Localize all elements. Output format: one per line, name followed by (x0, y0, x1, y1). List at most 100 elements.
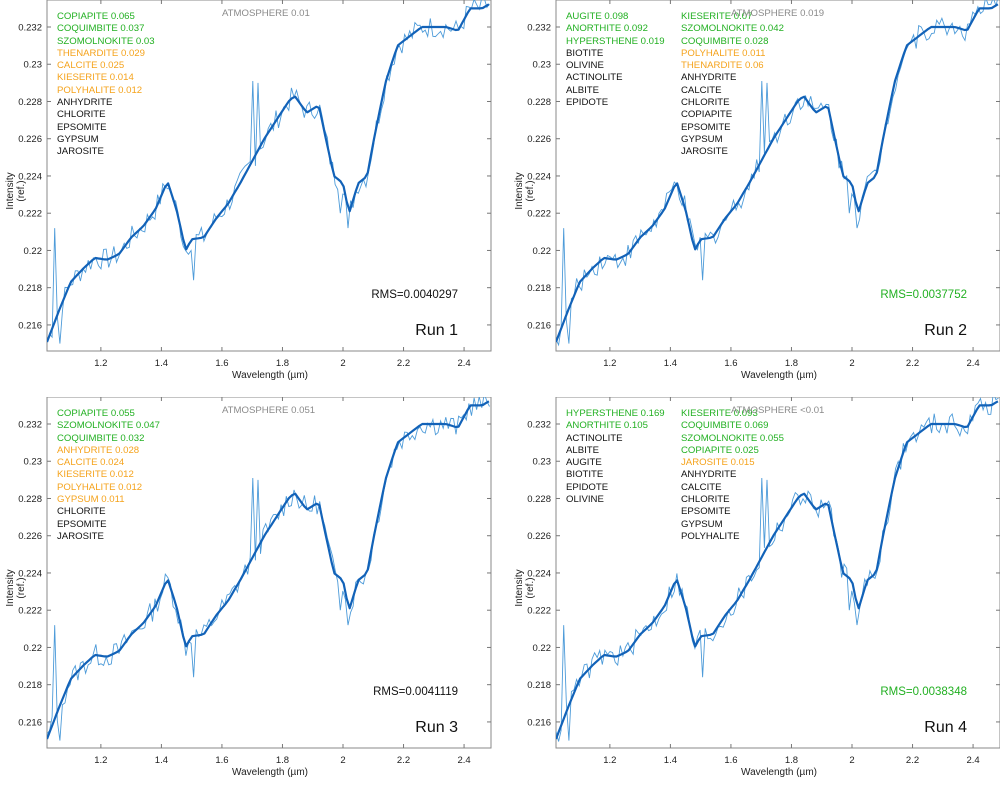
mineral-item: BIOTITE (566, 47, 604, 59)
x-tick-label: 2.2 (397, 755, 410, 766)
x-tick-label: 1.8 (276, 755, 289, 766)
mineral-item: THENARDITE 0.029 (57, 47, 145, 59)
mineral-item: CALCITE (681, 84, 722, 96)
x-tick-label: 1.4 (664, 755, 677, 766)
x-tick-label: 1.6 (724, 358, 737, 369)
atmosphere-label: ATMOSPHERE <0.01 (731, 405, 825, 416)
y-axis-label: Intensity (ref.) (5, 569, 27, 607)
y-tick-label: 0.218 (18, 283, 42, 294)
mineral-item: CALCITE 0.025 (57, 60, 125, 72)
mineral-item: SZOMOLNOKITE 0.042 (681, 23, 784, 35)
y-tick-label: 0.232 (18, 23, 42, 34)
mineral-item: ALBITE (566, 444, 600, 456)
x-tick-label: 1.4 (155, 755, 168, 766)
run-label: Run 3 (415, 719, 458, 736)
mineral-item: JAROSITE (681, 146, 728, 158)
x-tick-label: 2.2 (906, 755, 919, 766)
y-tick-label: 0.23 (533, 457, 552, 468)
x-axis-label: Wavelength (µm) (741, 767, 817, 778)
x-tick-label: 2.4 (966, 755, 979, 766)
y-tick-label: 0.222 (527, 606, 551, 617)
x-tick-label: 2.4 (457, 755, 470, 766)
x-tick-label: 1.4 (155, 358, 168, 369)
mineral-item: JAROSITE (57, 530, 104, 542)
y-tick-label: 0.216 (527, 320, 551, 331)
y-tick-label: 0.228 (527, 494, 551, 505)
mineral-item: ANORTHITE 0.105 (566, 420, 648, 432)
mineral-item: GYPSUM (681, 133, 723, 145)
x-tick-label: 1.2 (603, 358, 616, 369)
observed-spectrum-line (556, 0, 998, 347)
x-tick-label: 1.2 (94, 358, 107, 369)
mineral-item: EPSOMITE (57, 518, 107, 530)
mineral-item: EPSOMITE (57, 121, 107, 133)
y-tick-label: 0.224 (18, 568, 42, 579)
x-axis-label: Wavelength (µm) (232, 767, 308, 778)
y-tick-label: 0.232 (527, 420, 551, 431)
x-tick-label: 1.2 (94, 755, 107, 766)
y-tick-label: 0.232 (527, 23, 551, 34)
mineral-item: HYPERSTHENE 0.169 (566, 408, 665, 419)
mineral-item: ANHYDRITE (681, 469, 737, 481)
y-tick-label: 0.23 (533, 60, 552, 71)
mineral-item: EPSOMITE (681, 121, 731, 133)
mineral-item: THENARDITE 0.06 (681, 60, 764, 72)
mineral-list-col1: COPIAPITE 0.065 COQUIMBITE 0.037 SZOMOLNOK… (57, 11, 155, 159)
spectrum-plot: 1.2 1.4 1.6 1.8 2 2.2 2.4 0.216 0.218 0.22 0.222 0.… (18, 397, 492, 766)
mineral-list-col2: KIESERITE 0.093 COQUIMBITE 0.069 SZOMOLNOK… (681, 408, 784, 543)
run-label: Run 4 (924, 719, 967, 736)
model-fit-line (47, 400, 490, 740)
mineral-item: SZOMOLNOKITE 0.047 (57, 420, 160, 432)
mineral-item: COPIAPITE (681, 109, 733, 121)
mineral-item: KIESERITE 0.014 (57, 72, 134, 84)
panel-run-1: 1.2 1.4 1.6 1.8 2 2.2 2.4 0.216 0.218 0.22 0.222 0.… (0, 0, 500, 390)
run-label: Run 1 (415, 322, 458, 339)
mineral-item: SZOMOLNOKITE 0.03 (57, 35, 155, 47)
series-group (47, 397, 490, 741)
mineral-item: EPIDOTE (566, 481, 609, 493)
x-tick-label: 1.4 (664, 358, 677, 369)
plot-area (46, 0, 492, 352)
mineral-item: CHLORITE (57, 506, 106, 518)
x-tick-label: 2.4 (966, 358, 979, 369)
x-tick-label: 2 (340, 358, 345, 369)
rms-label: RMS=0.0041119 (373, 686, 458, 698)
series-group (556, 0, 999, 347)
mineral-item: OLIVINE (566, 60, 604, 72)
mineral-item: EPIDOTE (566, 97, 609, 109)
mineral-item: CHLORITE (681, 97, 730, 109)
y-tick-label: 0.222 (18, 606, 42, 617)
x-tick-label: 2 (340, 755, 345, 766)
x-axis-label: Wavelength (µm) (741, 370, 817, 381)
model-fit-line (556, 3, 999, 343)
mineral-item: ACTINOLITE (566, 72, 623, 84)
y-tick-label: 0.224 (18, 171, 42, 182)
mineral-item: EPSOMITE (681, 506, 731, 518)
mineral-item: POLYHALITE (681, 530, 740, 542)
y-tick-label: 0.228 (18, 494, 42, 505)
panel-run-2: 1.2 1.4 1.6 1.8 2 2.2 2.4 0.216 0.218 0.22 0.222 0.… (509, 0, 1000, 390)
y-tick-label: 0.222 (18, 209, 42, 220)
y-tick-label: 0.22 (533, 643, 552, 654)
y-tick-label: 0.218 (527, 283, 551, 294)
series-group (556, 397, 999, 742)
x-tick-label: 2 (849, 358, 854, 369)
run-label: Run 2 (924, 322, 967, 339)
mineral-item: JAROSITE 0.015 (681, 457, 755, 469)
y-tick-label: 0.22 (533, 246, 552, 257)
rms-label: RMS=0.0040297 (371, 289, 458, 301)
mineral-item: AUGITE 0.098 (566, 11, 629, 22)
mineral-item: COQUIMBITE 0.028 (681, 35, 769, 47)
x-tick-label: 2.2 (397, 358, 410, 369)
y-tick-label: 0.23 (24, 60, 43, 71)
x-tick-label: 2.2 (906, 358, 919, 369)
x-tick-label: 1.8 (785, 755, 798, 766)
x-tick-label: 2.4 (457, 358, 470, 369)
mineral-item: ALBITE (566, 84, 600, 96)
y-tick-label: 0.224 (527, 568, 551, 579)
y-tick-label: 0.224 (527, 171, 551, 182)
y-tick-label: 0.216 (18, 717, 42, 728)
rms-label: RMS=0.0037752 (880, 289, 967, 301)
y-tick-label: 0.216 (527, 717, 551, 728)
panel-run-3: 1.2 1.4 1.6 1.8 2 2.2 2.4 0.216 0.218 0.22 0.222 0.… (0, 397, 500, 787)
